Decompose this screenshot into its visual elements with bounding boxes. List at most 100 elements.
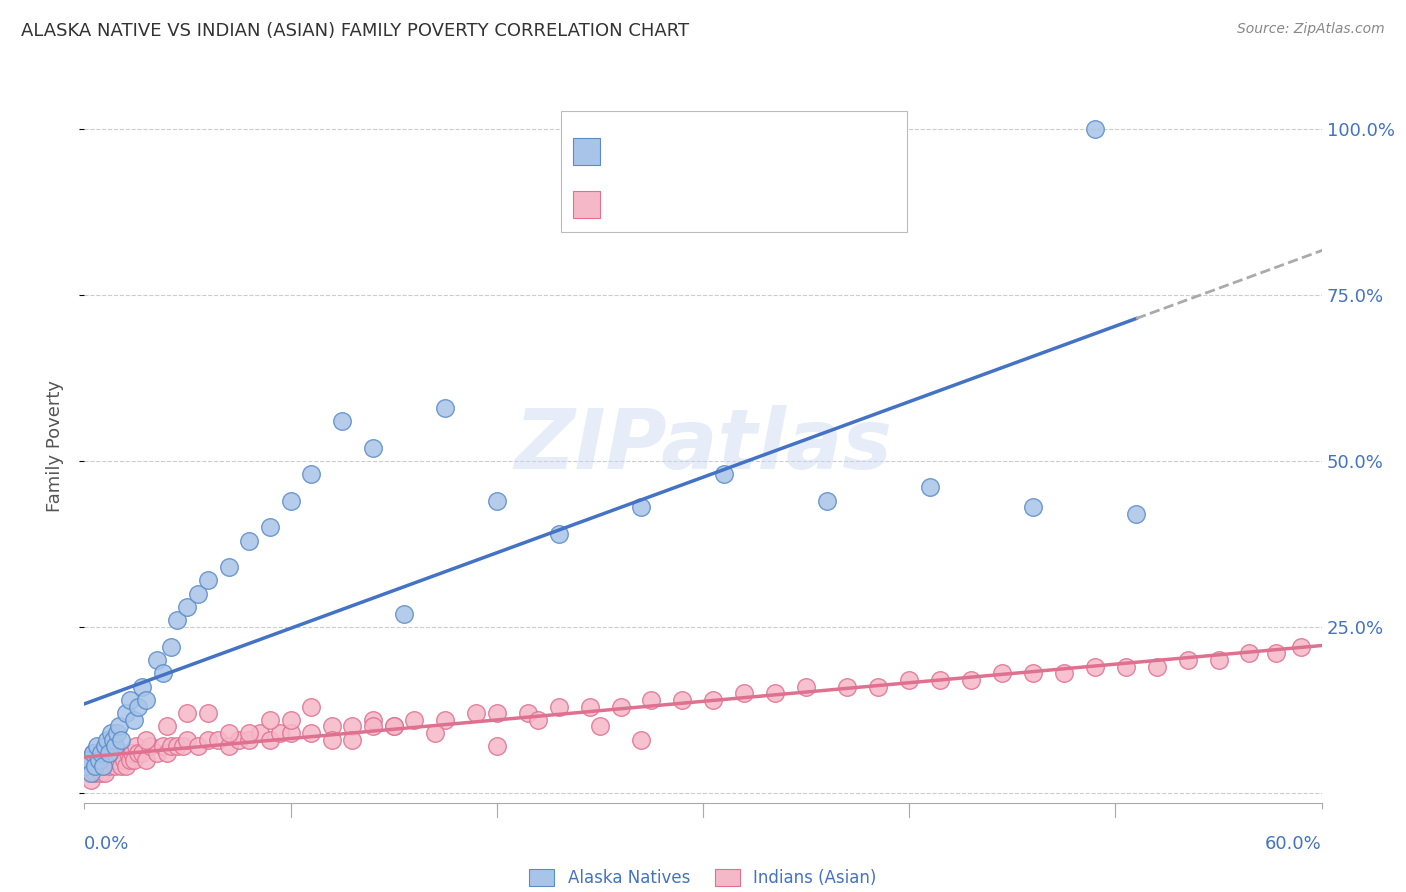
Point — [259, 732, 281, 747]
Point — [94, 766, 117, 780]
Point — [238, 726, 260, 740]
Point — [228, 732, 250, 747]
Point — [83, 753, 105, 767]
Point — [90, 766, 112, 780]
Point — [1146, 659, 1168, 673]
Point — [1022, 666, 1045, 681]
Point — [105, 726, 128, 740]
Point — [547, 699, 569, 714]
Point — [238, 533, 260, 548]
Point — [361, 713, 384, 727]
Point — [485, 739, 508, 754]
Text: 0.324: 0.324 — [647, 195, 704, 214]
Point — [837, 680, 859, 694]
Point — [991, 666, 1014, 681]
Point — [122, 753, 145, 767]
Point — [733, 686, 755, 700]
Text: N =: N = — [695, 143, 734, 161]
Point — [187, 587, 209, 601]
Point — [125, 739, 148, 754]
Point — [105, 753, 128, 767]
Point — [299, 699, 322, 714]
Point — [121, 746, 143, 760]
Point — [166, 613, 188, 627]
Point — [1239, 647, 1261, 661]
Point — [82, 746, 104, 760]
Point — [86, 746, 108, 760]
Text: Source: ZipAtlas.com: Source: ZipAtlas.com — [1237, 22, 1385, 37]
Point — [1208, 653, 1230, 667]
Point — [90, 746, 112, 760]
Point — [361, 441, 384, 455]
Point — [589, 719, 612, 733]
Point — [578, 699, 600, 714]
Point — [299, 467, 322, 482]
Text: N =: N = — [695, 195, 734, 214]
Point — [176, 599, 198, 614]
Point — [104, 746, 127, 760]
Point — [423, 726, 446, 740]
Point — [794, 680, 817, 694]
Text: 0.649: 0.649 — [647, 143, 704, 161]
Point — [96, 732, 118, 747]
Point — [1084, 122, 1107, 136]
Point — [465, 706, 488, 721]
Point — [176, 706, 198, 721]
Point — [342, 719, 364, 733]
Point — [630, 500, 652, 515]
Point — [79, 766, 101, 780]
Point — [82, 746, 104, 760]
Point — [404, 713, 426, 727]
Point — [197, 574, 219, 588]
Point — [75, 759, 97, 773]
Point — [249, 726, 271, 740]
Point — [77, 766, 100, 780]
Text: R =: R = — [610, 143, 650, 161]
Point — [86, 739, 108, 754]
Point — [280, 726, 302, 740]
Point — [187, 739, 209, 754]
Point — [197, 732, 219, 747]
Point — [434, 401, 457, 415]
Point — [640, 693, 662, 707]
Point — [152, 739, 174, 754]
Point — [160, 739, 183, 754]
Point — [94, 739, 117, 754]
Point — [83, 766, 105, 780]
Point — [330, 414, 353, 428]
Point — [516, 706, 538, 721]
Point — [131, 680, 153, 694]
Point — [207, 732, 229, 747]
Point — [82, 759, 104, 773]
Point — [103, 732, 125, 747]
Text: 49: 49 — [728, 143, 754, 161]
Point — [83, 759, 105, 773]
Point — [218, 739, 240, 754]
Point — [172, 739, 194, 754]
Point — [135, 732, 157, 747]
Point — [868, 680, 890, 694]
Point — [94, 746, 117, 760]
Point — [127, 699, 149, 714]
Point — [485, 706, 508, 721]
Point — [713, 467, 735, 482]
Point — [118, 693, 141, 707]
Point — [671, 693, 693, 707]
Point — [152, 666, 174, 681]
Point — [79, 753, 101, 767]
Point — [1265, 647, 1288, 661]
Point — [110, 759, 132, 773]
Point — [98, 759, 121, 773]
Point — [122, 713, 145, 727]
Point — [77, 753, 100, 767]
Point — [127, 746, 149, 760]
Point — [100, 726, 122, 740]
Point — [86, 759, 108, 773]
Point — [763, 686, 786, 700]
Point — [100, 746, 122, 760]
Point — [91, 753, 114, 767]
Point — [321, 732, 343, 747]
Point — [218, 560, 240, 574]
Point — [104, 759, 127, 773]
Point — [118, 753, 141, 767]
